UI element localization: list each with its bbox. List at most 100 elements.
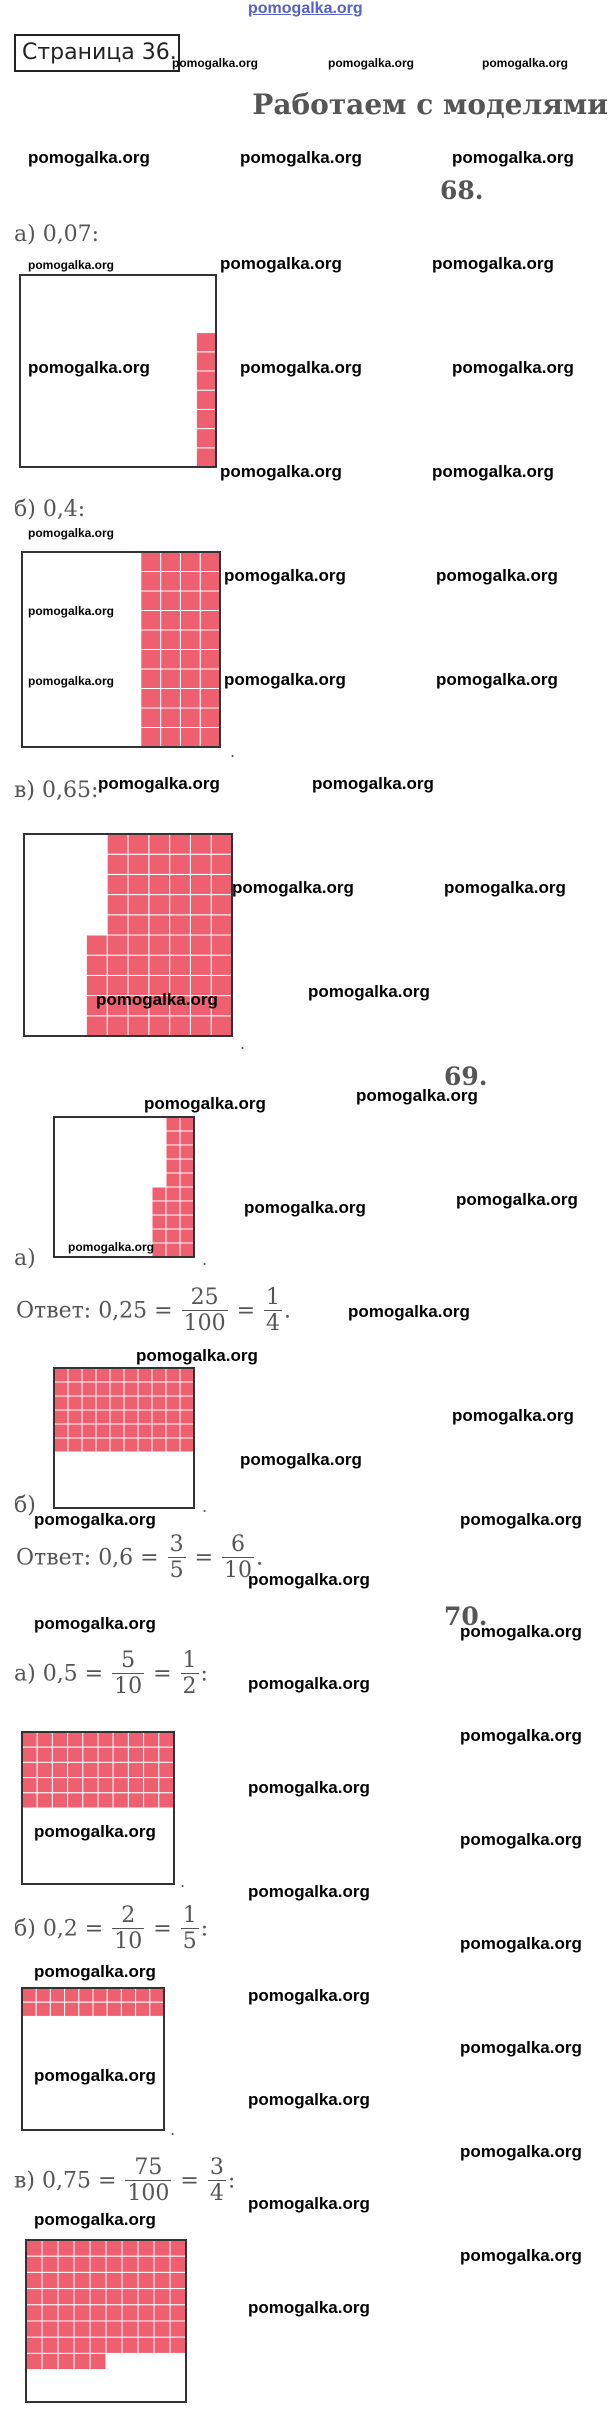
- grid-cell-filled: [112, 1746, 129, 1763]
- grid-cell-filled: [25, 2352, 43, 2371]
- grid-cell-filled: [57, 2288, 75, 2306]
- grid-cell-filled: [160, 629, 181, 650]
- grid-cell-filled: [67, 1381, 83, 1397]
- grid-cell-filled: [89, 2304, 107, 2322]
- grid-cell-filled: [121, 2288, 139, 2306]
- grid-cell-filled: [51, 1792, 69, 1809]
- grid-cell-filled: [135, 2001, 151, 2017]
- grid-cell-filled: [53, 1423, 69, 1439]
- grid-cell-filled: [140, 707, 162, 728]
- grid-cell-filled: [143, 1731, 160, 1748]
- grid-cell-filled: [189, 914, 212, 936]
- task-69a-label: а): [14, 1246, 36, 1271]
- watermark-text: pomogalka.org: [240, 358, 362, 377]
- grid-cell-filled: [97, 1777, 114, 1794]
- grid-cell-filled: [165, 1423, 181, 1439]
- grid-cell-filled: [160, 668, 181, 689]
- grid-cell-filled: [97, 1792, 114, 1809]
- watermark-text: pomogalka.org: [436, 566, 558, 585]
- watermark-text: pomogalka.org: [308, 982, 430, 1001]
- grid-cell-filled: [121, 2336, 139, 2354]
- top-watermark-link[interactable]: pomogalka.org: [248, 0, 363, 17]
- grid-cell-filled: [179, 1367, 195, 1383]
- watermark-text: pomogalka.org: [460, 1726, 582, 1745]
- grid-cell-filled: [35, 2001, 51, 2017]
- grid-cell-filled: [73, 2255, 91, 2273]
- grid-cell-filled: [97, 1731, 114, 1748]
- grid-cell-filled: [148, 853, 171, 875]
- task-68c-label: в) 0,65:: [14, 778, 99, 803]
- grid-cell-filled: [169, 2320, 187, 2338]
- grid-cell-filled: [158, 1746, 175, 1763]
- grid-cell-filled: [151, 1186, 167, 1202]
- grid-cell-filled: [82, 1746, 99, 1763]
- watermark-text: pomogalka.org: [144, 1094, 266, 1113]
- grid-cell-filled: [169, 914, 191, 936]
- grid-cell-filled: [112, 1761, 129, 1779]
- grid-cell-filled: [160, 649, 181, 670]
- watermark-text: pomogalka.org: [248, 1778, 370, 1797]
- grid-cell-filled: [41, 2255, 59, 2273]
- watermark-text: pomogalka.org: [328, 56, 415, 70]
- grid-cell-filled: [92, 1987, 108, 2003]
- grid-cell-filled: [140, 688, 162, 709]
- watermark-text: pomogalka.org: [34, 1614, 156, 1633]
- grid-cell-filled: [106, 2001, 122, 2017]
- watermark-text: pomogalka.org: [68, 1240, 155, 1254]
- grid-cell-filled: [137, 1381, 153, 1397]
- task-70a-grid: [21, 1731, 175, 1885]
- grid-cell-filled: [151, 1423, 167, 1439]
- grid-cell-filled: [179, 1116, 195, 1132]
- grid-cell-filled: [195, 389, 217, 410]
- grid-cell-filled: [169, 2304, 187, 2322]
- grid-cell-filled: [153, 2320, 171, 2338]
- grid-cell-filled: [165, 1158, 181, 1174]
- grid-cell-filled: [81, 1409, 97, 1425]
- watermark-text: pomogalka.org: [232, 878, 354, 897]
- grid-cell-filled: [127, 934, 150, 956]
- grid-cell-filled: [169, 1015, 191, 1037]
- watermark-text: pomogalka.org: [98, 774, 220, 793]
- watermark-text: pomogalka.org: [28, 358, 150, 377]
- task-69b-label: б): [14, 1493, 36, 1518]
- grid-cell-filled: [73, 2320, 91, 2338]
- grid-cell-filled: [67, 1437, 83, 1453]
- grid-cell-filled: [67, 1395, 83, 1411]
- grid-cell-filled: [123, 1423, 139, 1439]
- grid-cell-filled: [179, 1158, 195, 1174]
- watermark-text: pomogalka.org: [432, 254, 554, 273]
- grid-cell-filled: [137, 2239, 155, 2257]
- grid-cell-filled: [89, 2352, 107, 2371]
- grid-cell-filled: [135, 1987, 151, 2003]
- grid-cell-filled: [67, 1792, 84, 1809]
- grid-cell-filled: [41, 2271, 59, 2290]
- watermark-text: pomogalka.org: [248, 1986, 370, 2005]
- grid-cell-filled: [165, 1214, 181, 1230]
- watermark-text: pomogalka.org: [34, 1962, 156, 1981]
- grid-frame: [19, 274, 217, 468]
- grid-cell-filled: [105, 2320, 123, 2338]
- grid-cell-filled: [165, 1395, 181, 1411]
- grid-cell-filled: [97, 1746, 114, 1763]
- watermark-text: pomogalka.org: [436, 670, 558, 689]
- grid-cell-filled: [41, 2239, 59, 2257]
- grid-cell-filled: [140, 668, 162, 689]
- task-68b-label: б) 0,4:: [14, 497, 86, 522]
- grid-cell-filled: [73, 2304, 91, 2322]
- grid-cell-filled: [143, 1792, 160, 1809]
- watermark-text: pomogalka.org: [460, 1510, 582, 1529]
- grid-cell-filled: [82, 1777, 99, 1794]
- grid-cell-filled: [67, 1367, 83, 1383]
- watermark-text: pomogalka.org: [136, 1346, 258, 1365]
- grid-cell-filled: [153, 2304, 171, 2322]
- grid-cell-filled: [160, 551, 181, 572]
- grid-cell-filled: [127, 1731, 145, 1748]
- grid-cell-filled: [195, 428, 217, 449]
- grid-cell-filled: [165, 1130, 181, 1146]
- watermark-text: pomogalka.org: [220, 462, 342, 481]
- grid-cell-filled: [127, 1761, 145, 1779]
- grid-cell-filled: [179, 1437, 195, 1453]
- grid-cell-filled: [169, 894, 191, 916]
- grid-cell-filled: [189, 1015, 212, 1037]
- grid-cell-filled: [109, 1395, 125, 1411]
